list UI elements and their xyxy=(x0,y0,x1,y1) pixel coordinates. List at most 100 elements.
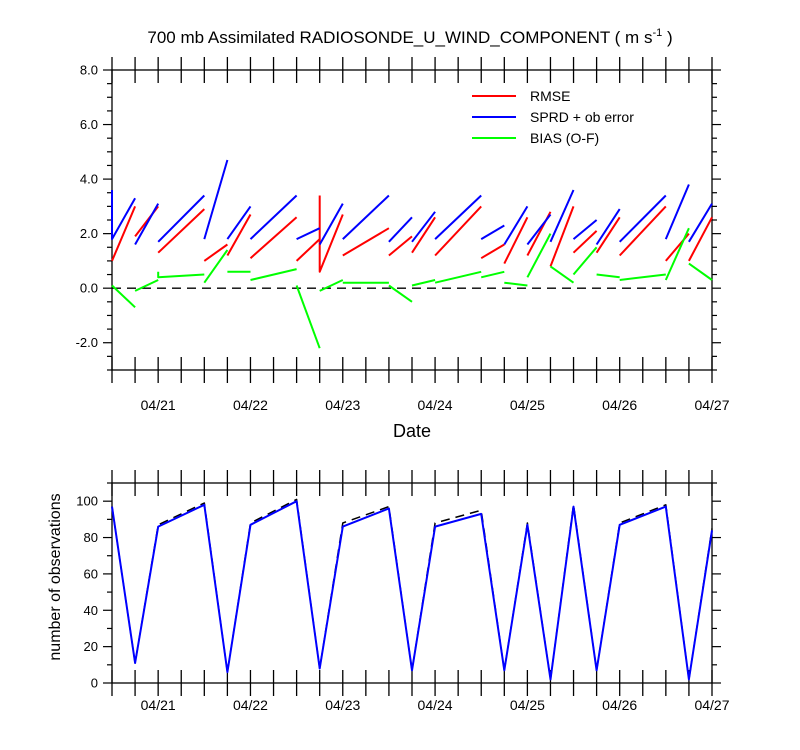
y-tick-label: 8.0 xyxy=(80,63,98,78)
x-tick-label: 04/26 xyxy=(602,697,637,713)
y-tick-label: 0 xyxy=(91,676,98,691)
y-tick-label: 100 xyxy=(76,494,98,509)
chart-title-main: 700 mb Assimilated RADIOSONDE_U_WIND_COM… xyxy=(147,28,652,47)
x-tick-label: 04/24 xyxy=(418,397,453,413)
x-tick-label: 04/21 xyxy=(141,397,176,413)
y-tick-label: -2.0 xyxy=(76,335,98,350)
series-line xyxy=(157,208,205,254)
series-line xyxy=(664,184,690,240)
series-line xyxy=(411,216,436,254)
legend-label: BIAS (O-F) xyxy=(530,130,599,146)
series-line xyxy=(572,246,598,276)
series-line xyxy=(549,189,575,243)
series-bias-o-f- xyxy=(111,227,713,349)
series-line xyxy=(226,205,252,240)
y-tick-label: 40 xyxy=(84,603,98,618)
legend-label: SPRD + ob error xyxy=(530,109,634,125)
series-line xyxy=(411,211,436,243)
chart-title-end: ) xyxy=(662,28,672,47)
series-line xyxy=(249,194,298,240)
series-line xyxy=(572,230,598,254)
legend-label: RMSE xyxy=(530,88,570,104)
chart-title-superscript: -1 xyxy=(652,27,662,39)
series-line xyxy=(134,203,160,245)
series-line xyxy=(111,284,136,309)
x-tick-label: 04/22 xyxy=(233,697,268,713)
series-line xyxy=(434,270,482,284)
series-line xyxy=(318,195,344,273)
series-line xyxy=(249,216,298,259)
series-line xyxy=(526,233,552,278)
series-line xyxy=(595,216,621,254)
y-tick-label: 60 xyxy=(84,566,98,581)
x-tick-label: 04/23 xyxy=(325,697,360,713)
y-axis-label-observations: number of observations xyxy=(47,493,64,660)
series-line xyxy=(688,216,713,262)
series-line xyxy=(572,219,598,240)
series-line xyxy=(295,238,321,262)
series-line xyxy=(203,159,229,240)
series-line xyxy=(619,273,666,281)
y-tick-label: 0.0 xyxy=(80,281,98,296)
series-line-observations-possible xyxy=(111,498,713,681)
series-rmse xyxy=(111,195,713,273)
series-line xyxy=(157,271,205,279)
x-tick-label: 04/26 xyxy=(602,397,637,413)
x-tick-label: 04/24 xyxy=(418,697,453,713)
bottom-plot: 04/21 04/22 04/23 04/24 04/25 04/26 04/27 0 20 40… xyxy=(76,470,730,713)
series-line xyxy=(203,243,228,262)
plot-frame xyxy=(111,482,713,684)
series-sprd-ob-error xyxy=(111,159,713,246)
series-line xyxy=(688,262,713,281)
series-line xyxy=(134,279,159,292)
series-line xyxy=(434,205,482,257)
series-line xyxy=(295,285,321,349)
series-line xyxy=(618,194,667,243)
series-line xyxy=(688,203,713,243)
series-line xyxy=(549,206,575,267)
series-line xyxy=(250,268,297,281)
x-tick-label: 04/27 xyxy=(694,697,729,713)
series-line xyxy=(342,227,390,257)
y-tick-label: 6.0 xyxy=(80,117,98,132)
x-tick-label: 04/21 xyxy=(141,697,176,713)
series-line xyxy=(226,214,252,256)
series-line xyxy=(504,281,528,287)
series-line xyxy=(480,243,505,260)
legend: RMSE SPRD + ob error BIAS (O-F) xyxy=(472,88,634,146)
series-line xyxy=(503,205,529,246)
x-axis-label: Date xyxy=(393,421,431,441)
series-line xyxy=(319,279,344,292)
series-line xyxy=(157,194,206,243)
top-plot: 04/21 04/22 04/23 04/24 04/25 04/26 04/27 -2.0 0… xyxy=(76,57,730,413)
y-tick-label: 2.0 xyxy=(80,226,98,241)
y-tick-label: 4.0 xyxy=(80,172,98,187)
series-line xyxy=(388,235,413,257)
x-tick-label: 04/23 xyxy=(325,397,360,413)
series-line xyxy=(480,270,505,279)
series-line xyxy=(503,216,529,265)
series-line xyxy=(388,216,413,243)
chart-title: 700 mb Assimilated RADIOSONDE_U_WIND_COM… xyxy=(147,27,672,47)
series-line xyxy=(595,208,621,246)
series-line xyxy=(480,224,505,240)
x-tick-label: 04/25 xyxy=(510,697,545,713)
x-tick-label: 04/22 xyxy=(233,397,268,413)
series-line xyxy=(111,206,137,262)
x-tick-label: 04/27 xyxy=(694,397,729,413)
series-line xyxy=(111,190,136,241)
series-line xyxy=(618,205,667,257)
y-tick-label: 20 xyxy=(84,639,98,654)
series-line xyxy=(318,203,344,245)
series-line-observations-used xyxy=(111,500,713,681)
series-line xyxy=(203,249,229,284)
series-line xyxy=(596,273,620,279)
series-line xyxy=(342,194,390,240)
series-line xyxy=(411,279,436,287)
y-tick-label: 80 xyxy=(84,530,98,545)
series-line xyxy=(664,227,690,281)
series-line xyxy=(526,213,552,246)
series-line xyxy=(388,284,413,303)
series-line xyxy=(434,194,482,240)
